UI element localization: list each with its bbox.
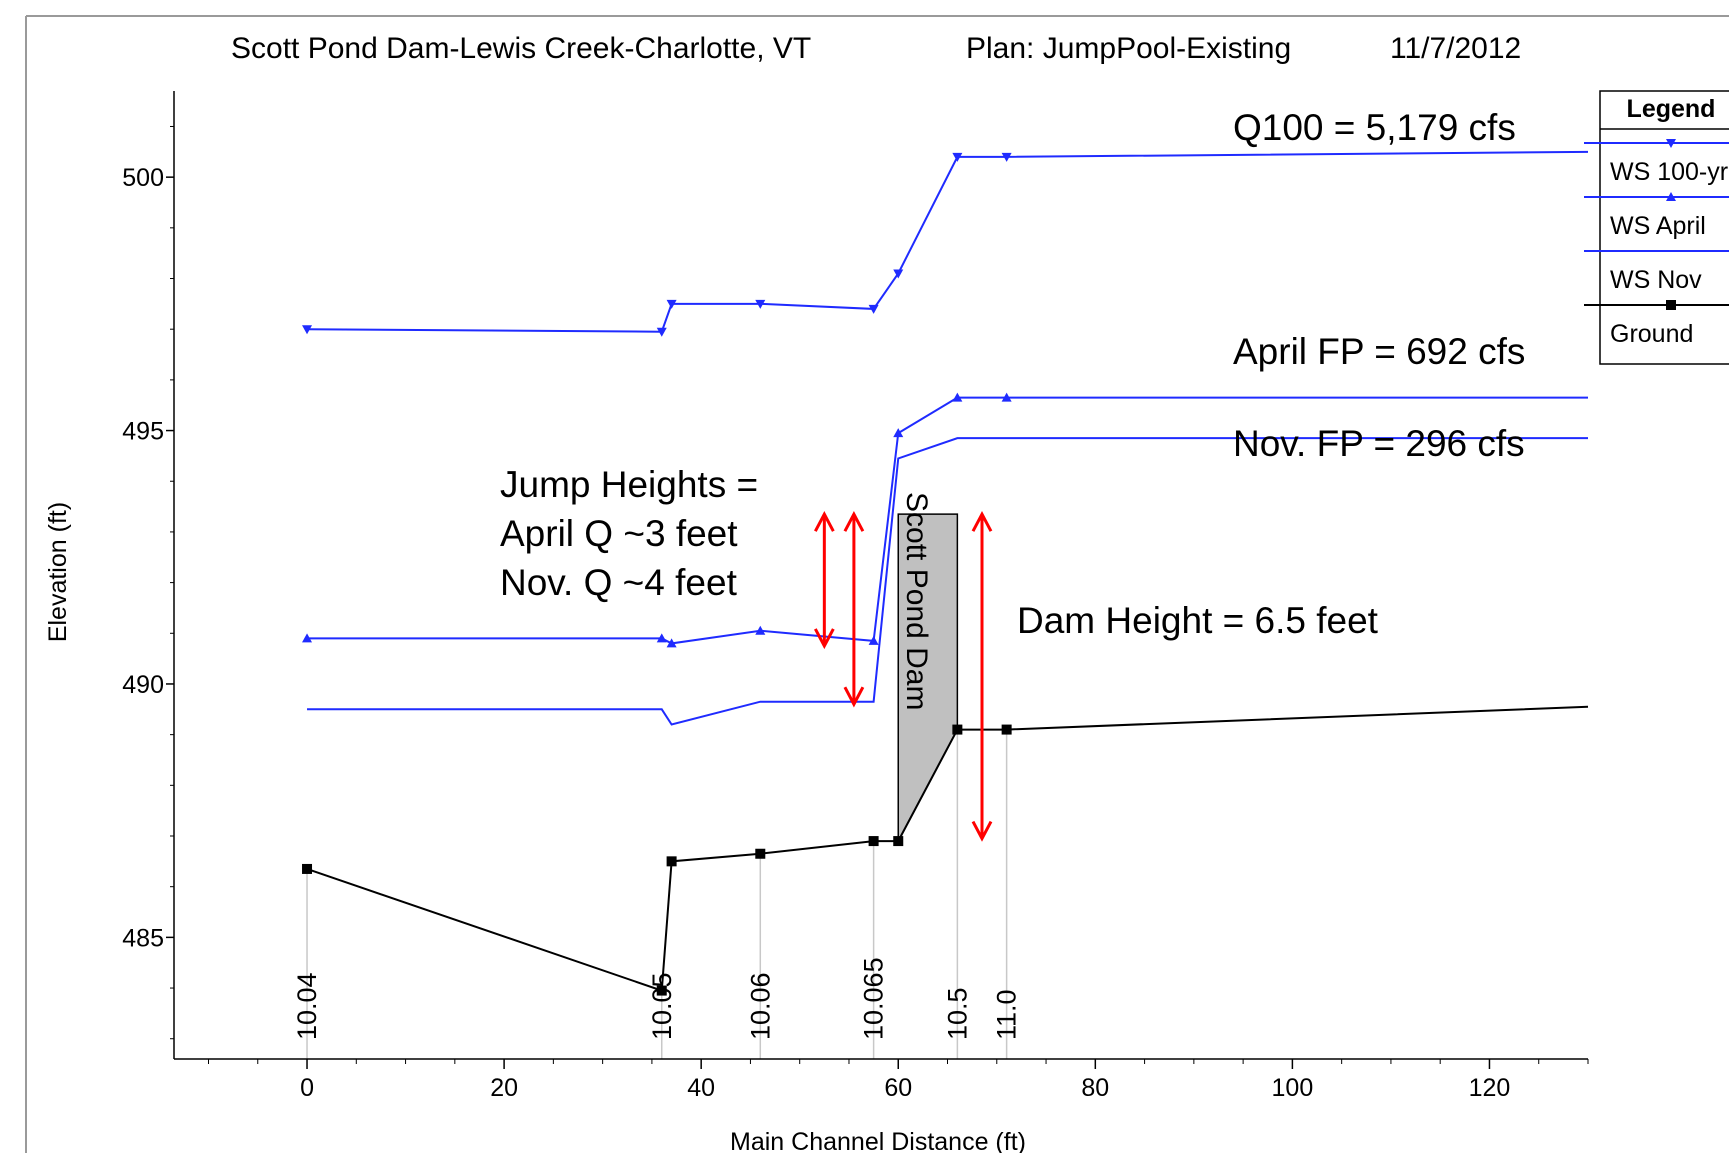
legend-items: WS 100-yr WS April WS Nov Ground <box>1584 139 1729 348</box>
annotation-jump-nov: Nov. Q ~4 feet <box>500 562 738 603</box>
legend-item-label: Ground <box>1610 320 1693 348</box>
cross-section-label: 10.065 <box>859 957 889 1040</box>
data-point-marker <box>755 625 766 635</box>
data-point-marker <box>868 304 879 314</box>
data-point-marker <box>868 635 879 645</box>
x-tick-label: 0 <box>300 1074 314 1102</box>
annotation-jump-april: April Q ~3 feet <box>500 513 738 554</box>
data-point-marker <box>893 836 904 847</box>
legend-title: Legend <box>1627 95 1716 123</box>
annotation-q100: Q100 = 5,179 cfs <box>1233 107 1516 148</box>
x-tick-label: 120 <box>1469 1074 1511 1102</box>
x-tick-label: 40 <box>687 1074 715 1102</box>
data-point-marker <box>302 863 313 874</box>
series-line-ground <box>306 705 1589 992</box>
x-tick-label: 100 <box>1272 1074 1314 1102</box>
cross-section-label: 11.0 <box>992 989 1022 1040</box>
data-point-marker <box>952 152 963 162</box>
data-point-marker <box>1001 392 1012 402</box>
data-point-marker <box>952 392 963 402</box>
annotation-dam-height: Dam Height = 6.5 feet <box>1017 600 1379 641</box>
data-point-marker <box>893 269 904 279</box>
x-tick-label: 80 <box>1081 1074 1109 1102</box>
data-point-marker <box>1666 192 1676 201</box>
height-arrow-head-top <box>843 510 865 532</box>
height-arrow-head-bottom <box>814 628 835 650</box>
data-point-marker <box>666 638 677 648</box>
data-point-marker <box>656 633 667 643</box>
x-tick-label: 20 <box>490 1074 518 1102</box>
x-tick-label: 60 <box>884 1074 912 1102</box>
legend-item-label: WS April <box>1610 212 1706 240</box>
height-arrow-head-bottom <box>971 820 993 842</box>
data-point-marker <box>1001 152 1012 162</box>
arrow-layer <box>814 510 993 842</box>
chart-date: 11/7/2012 <box>1390 32 1521 65</box>
data-point-marker <box>656 327 667 337</box>
legend-item-label: WS Nov <box>1610 266 1702 294</box>
data-point-marker <box>1001 724 1012 735</box>
height-arrow-head-bottom <box>843 686 865 708</box>
chart-title: Scott Pond Dam-Lewis Creek-Charlotte, VT <box>231 32 811 65</box>
cross-section-labels: 10.04 10.05 10.06 10.065 10.5 11.0 <box>292 957 1022 1040</box>
data-point-marker <box>666 299 677 309</box>
x-axis-title: Main Channel Distance (ft) <box>730 1128 1026 1153</box>
cross-section-label: 10.06 <box>745 972 775 1040</box>
cross-section-lines <box>306 729 1008 1059</box>
axes: 485 490 495 500 0 20 40 60 80 100 120 <box>122 91 1589 1102</box>
cross-section-label: 10.5 <box>942 987 972 1040</box>
height-arrow-head-top <box>971 510 993 532</box>
data-point-marker <box>302 325 313 335</box>
chart-plan: Plan: JumpPool-Existing <box>966 32 1291 65</box>
cross-section-label: 10.05 <box>647 972 677 1040</box>
data-point-marker <box>952 724 963 735</box>
legend-box <box>1599 90 1729 365</box>
data-point-marker <box>302 633 313 643</box>
cross-section-label: 10.04 <box>292 972 322 1040</box>
height-arrow-head-top <box>814 510 835 532</box>
data-point-marker <box>656 985 667 996</box>
data-point-marker <box>1666 300 1676 310</box>
data-point-marker <box>868 836 879 847</box>
data-point-marker <box>893 428 904 438</box>
y-tick-label: 490 <box>122 671 164 699</box>
y-tick-label: 500 <box>122 164 164 192</box>
data-point-marker <box>755 299 766 309</box>
series-layer <box>302 150 1589 996</box>
dam-label: Scott Pond Dam <box>900 492 933 710</box>
y-axis-title: Elevation (ft) <box>44 502 72 642</box>
y-tick-label: 495 <box>122 418 164 446</box>
data-point-marker <box>755 848 766 859</box>
annotation-nov: Nov. FP = 296 cfs <box>1233 423 1525 464</box>
data-point-marker <box>1666 139 1676 148</box>
y-tick-label: 485 <box>122 924 164 952</box>
data-point-marker <box>666 856 677 867</box>
series-line-ws-nov <box>307 437 1588 726</box>
annotation-april: April FP = 692 cfs <box>1233 331 1525 372</box>
legend-item-label: WS 100-yr <box>1610 158 1728 186</box>
legend: Legend WS 100-yr WS April WS Nov Ground <box>1584 90 1729 365</box>
series-line-ws-100-yr <box>307 150 1589 333</box>
annotation-jump-title: Jump Heights = <box>500 464 758 505</box>
